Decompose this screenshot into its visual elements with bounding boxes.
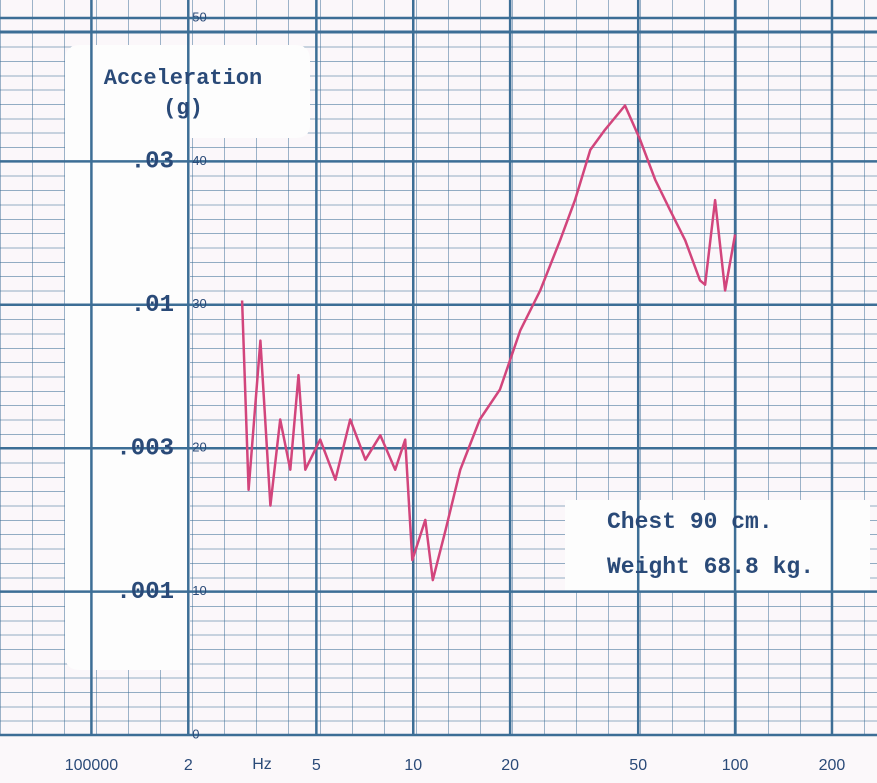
x-tick-label: 5 [312,757,321,774]
x-tick-label: 20 [501,757,519,774]
annotation: Chest 90 cm. [607,509,773,535]
trace [240,104,737,582]
x-label: Hz [252,756,272,773]
scale-tick-label: 20 [192,440,206,455]
scale-tick-label: 10 [192,583,206,598]
y-tick-label: .03 [131,149,174,176]
x-tick-label: 200 [819,757,846,774]
y-label: (g) [163,96,203,121]
scale-tick-label: 30 [192,296,206,311]
y-label: Acceleration [104,66,262,91]
y-tick-label: .01 [131,292,174,319]
scale-tick-label: 0 [192,726,199,741]
y-tick-label: .003 [116,436,174,463]
x-tick-label: 2 [184,757,193,774]
note-panel [565,500,870,592]
grid [0,0,877,737]
y-tick-label: .001 [116,579,174,606]
bottom-margin [0,736,877,783]
scale-tick-label: 40 [192,153,206,168]
plot [240,104,737,582]
x-tick-label: 50 [629,757,647,774]
x-tick-label: 10 [404,757,422,774]
scale-tick-label: 50 [192,9,206,24]
annotation: Weight 68.8 kg. [607,554,814,580]
x-tick-label: 100 [722,757,749,774]
x-tick-label: 100000 [65,757,118,774]
